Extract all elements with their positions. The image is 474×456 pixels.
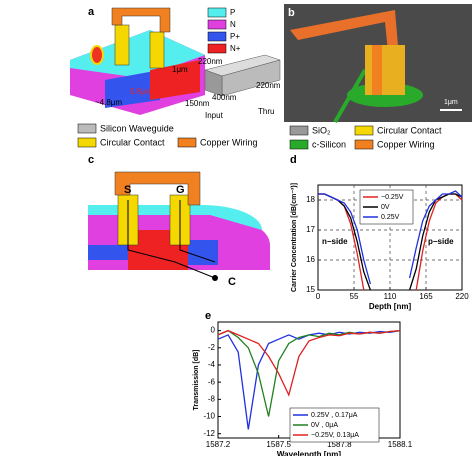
legend-label: 0.25V: [381, 214, 400, 221]
y-tick-label: -2: [208, 343, 216, 352]
legend-swatch: [177, 137, 197, 148]
x-tick-label: 55: [350, 292, 359, 301]
panel-label: a: [88, 6, 95, 18]
x-tick-label: 1588.1: [388, 440, 413, 449]
contact: [114, 24, 130, 66]
legend-label: 0.25V , 0.17μA: [311, 412, 358, 419]
y-axis-label: Carrier Concentration [dB(cm⁻³)]: [291, 183, 298, 292]
x-tick-label: 1587.5: [266, 440, 291, 449]
legend-label: Copper Wiring: [200, 137, 258, 147]
legend-label: P: [230, 8, 235, 17]
y-axis-label: Transmission [dB]: [193, 349, 200, 410]
annotation: p−side: [428, 237, 454, 246]
port-label: Thru: [258, 107, 274, 116]
copper-wiring: [290, 10, 400, 72]
terminal-label: S: [124, 184, 131, 196]
legend-label: N: [230, 20, 236, 29]
contact: [365, 45, 405, 95]
legend-label: P+: [230, 32, 240, 41]
x-tick-label: 1587.2: [206, 440, 231, 449]
legend-swatch: [77, 137, 97, 148]
x-tick-label: 110: [384, 292, 397, 301]
legend-label: −0.25V: [381, 194, 404, 201]
legend-swatch: [207, 43, 227, 54]
device-layer: [150, 60, 200, 100]
dimension: 1μm: [172, 65, 188, 74]
legend-label: −0.25V, 0.13μA: [311, 432, 359, 439]
port-label: Input: [205, 111, 224, 120]
copper-wiring: [114, 171, 201, 206]
y-tick-label: -4: [208, 360, 216, 369]
legend-swatch: [207, 7, 227, 18]
legend-label: N+: [230, 44, 241, 53]
y-tick-label: 16: [306, 255, 315, 264]
panel-label: c: [88, 154, 94, 166]
x-axis-label: Depth [nm]: [369, 302, 412, 311]
dimension: ~4.8μm: [95, 98, 122, 107]
panel-a: a P N P+ N+ 1μm ~4.8μm 0.8μm 220nm 220nm…: [70, 6, 281, 147]
terminal: [212, 275, 218, 281]
terminal-label: G: [176, 184, 185, 196]
dimension: 0.8μm: [130, 87, 153, 96]
chart: 0 55 110 165 220 15 16 17 18 Depth [nm] Carrier Co…: [290, 154, 469, 311]
series-line: [217, 329, 401, 397]
circuit: [127, 200, 216, 279]
panel-label: b: [288, 7, 295, 19]
panel-label: d: [290, 154, 297, 166]
dimension: 400nm: [212, 93, 237, 102]
y-tick-label: -6: [208, 377, 216, 386]
x-tick-label: 1587.8: [327, 440, 352, 449]
dimension: 220nm: [256, 81, 281, 90]
dimension: 220nm: [198, 57, 223, 66]
waveguide: [204, 69, 223, 97]
legend-label: Copper Wiring: [377, 139, 435, 149]
device-layer: [88, 245, 128, 260]
dimension: 150nm: [185, 99, 210, 108]
x-tick-label: 0: [316, 292, 321, 301]
contact: [149, 31, 165, 69]
x-tick-label: 220: [455, 292, 469, 301]
legend-label: 0V , 0μA: [311, 422, 338, 429]
legend-label: Circular Contact: [100, 137, 165, 147]
terminal-label: C: [228, 276, 236, 288]
x-axis-label: Wavelength [nm]: [277, 450, 341, 456]
y-tick-label: -10: [203, 412, 215, 421]
chart: 1587.2 1587.5 1587.8 1588.1 0 -2 -4 -6 -8 -10 -12 W…: [193, 310, 413, 456]
legend-swatch: [354, 139, 374, 150]
legend-label: Circular Contact: [377, 125, 442, 135]
legend-swatch: [354, 125, 374, 136]
copper-wiring: [111, 7, 171, 33]
legend-label: Silicon Waveguide: [100, 123, 174, 133]
legend-swatch: [207, 31, 227, 42]
circuit: [179, 200, 216, 263]
y-tick-label: -12: [203, 429, 215, 438]
y-tick-label: 18: [306, 195, 315, 204]
device-layer: [105, 70, 160, 108]
legend-swatch: [77, 123, 97, 134]
legend-label: SiO₂: [312, 125, 331, 135]
panel-b: b 1μm SiO₂ Circular Contact c-Silicon Co…: [284, 4, 472, 149]
legend: P N P+ N+: [207, 7, 241, 54]
panel-c: c S G C: [88, 154, 270, 288]
legend-label: 0V: [381, 204, 390, 211]
annotation: n−side: [322, 237, 348, 246]
y-tick-label: -8: [208, 394, 216, 403]
y-tick-label: 15: [306, 285, 315, 294]
x-tick-label: 165: [419, 292, 433, 301]
contact: [90, 45, 104, 65]
legend-label: c-Silicon: [312, 139, 346, 149]
y-tick-label: 0: [211, 326, 216, 335]
legend-swatch: [289, 125, 309, 136]
panel-label: e: [205, 310, 211, 322]
legend: 0.25V , 0.17μA 0V , 0μA −0.25V, 0.13μA: [289, 407, 380, 443]
contact: [372, 45, 382, 95]
legend: −0.25V 0V 0.25V: [359, 189, 414, 225]
series-line: [318, 190, 463, 285]
scale-label: 1μm: [444, 99, 458, 106]
legend-swatch: [289, 139, 309, 150]
y-tick-label: 17: [306, 225, 315, 234]
legend-swatch: [207, 19, 227, 30]
